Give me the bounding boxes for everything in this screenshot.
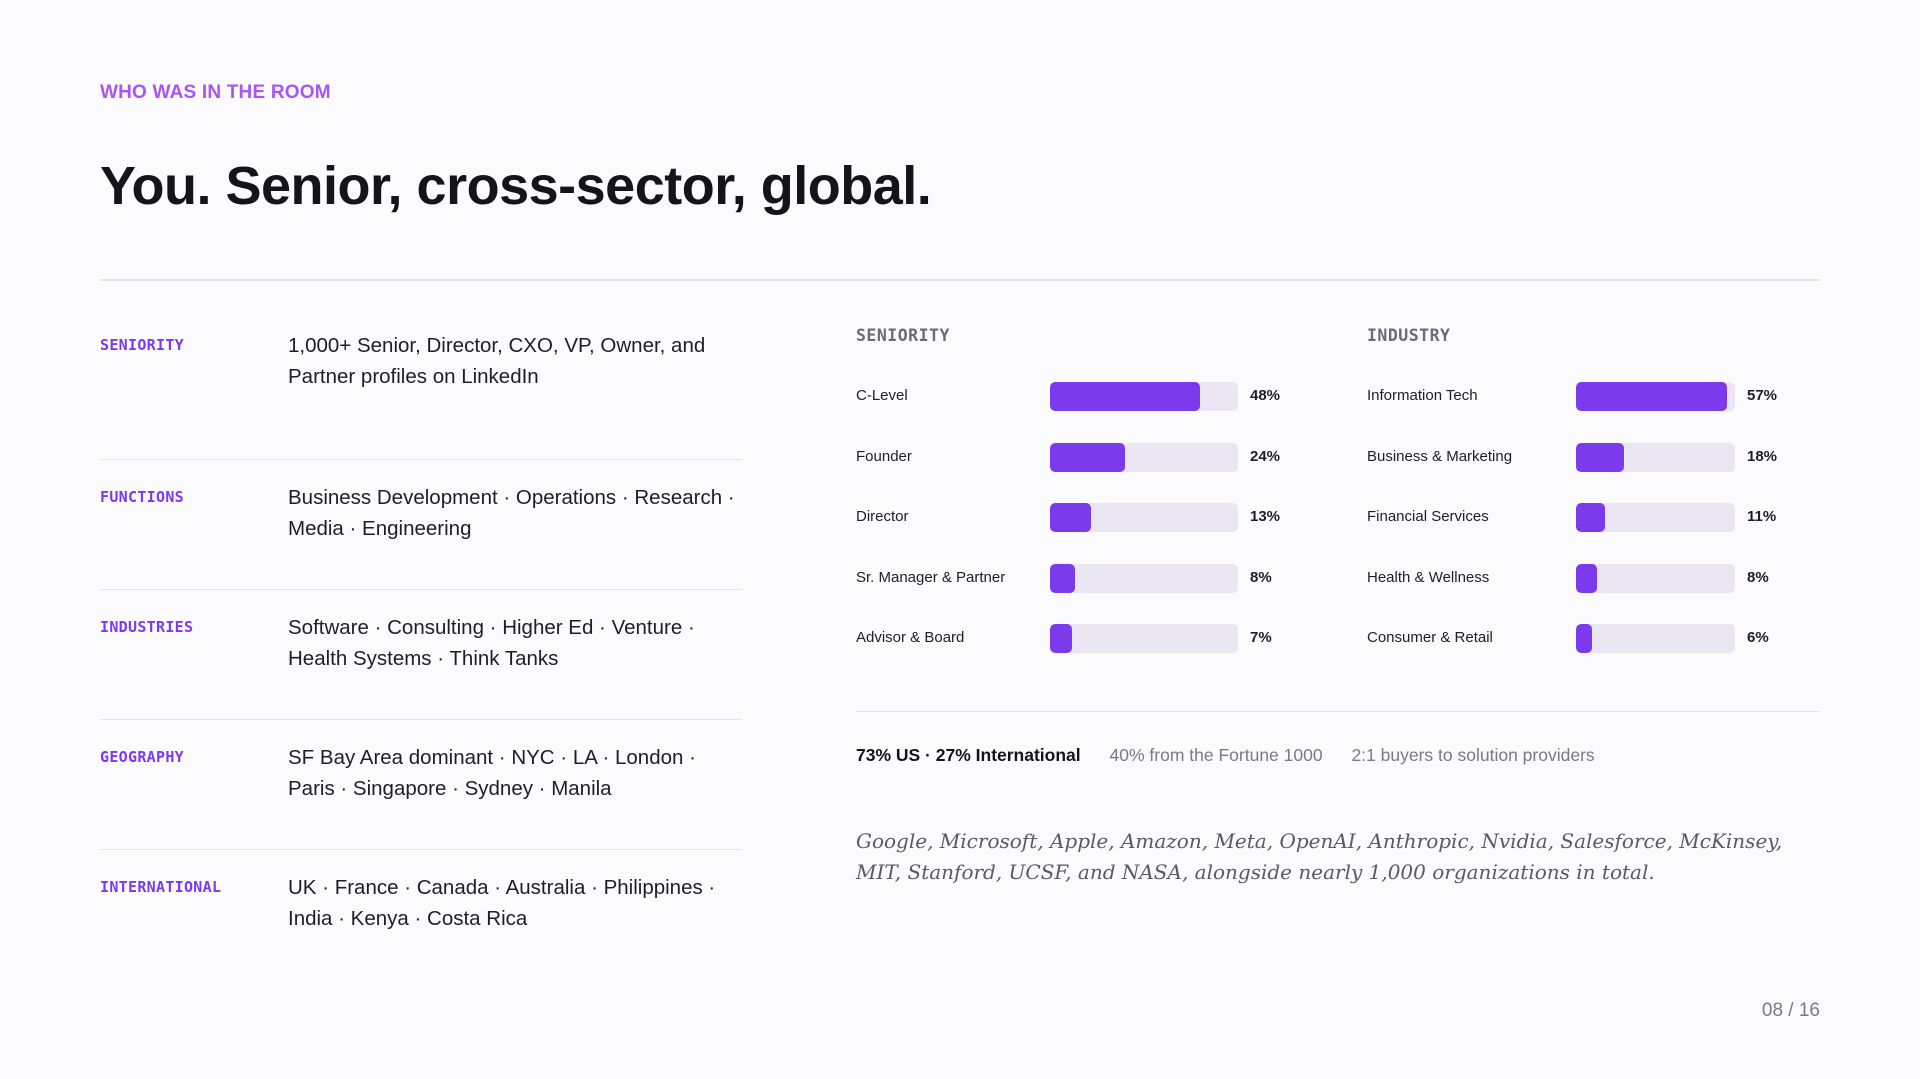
stat-fortune: 40% from the Fortune 1000 (1109, 745, 1323, 765)
bar-row: Health & Wellness 8% (1367, 563, 1807, 594)
bar-track (1576, 503, 1735, 532)
bar-row: C-Level 48% (856, 382, 1296, 412)
profile-row-functions: FUNCTIONS Business Development · Operati… (100, 459, 742, 589)
profile-row-industries: INDUSTRIES Software · Consulting · Highe… (100, 589, 742, 719)
bar-row: Director 13% (856, 503, 1296, 533)
organizations-note: Google, Microsoft, Apple, Amazon, Meta, … (856, 829, 1783, 884)
bar-category-label: Advisor & Board (856, 629, 965, 646)
bar-category-label: Sr. Manager & Partner (856, 568, 1006, 586)
bar-value-label: 18% (1747, 447, 1778, 465)
bar-track (1576, 382, 1735, 411)
profile-value: 1,000+ Senior, Director, CXO, VP, Owner,… (288, 334, 706, 388)
profile-key: INTERNATIONAL (100, 878, 222, 896)
profile-value: Business Development · Operations · Rese… (288, 486, 735, 540)
bar-value-label: 11% (1747, 508, 1777, 525)
bar-value-label: 8% (1747, 568, 1769, 586)
bar-value-label: 6% (1747, 629, 1769, 646)
bar (1050, 382, 1201, 411)
eyebrow-label: WHO WAS IN THE ROOM (100, 82, 331, 103)
stats-line: 73% US · 27% International 40% from the … (856, 745, 1595, 766)
bar-track (1050, 503, 1238, 532)
bar-track (1050, 382, 1238, 411)
bar-value-label: 57% (1747, 387, 1778, 404)
bar-value-label: 8% (1250, 568, 1272, 586)
profile-table: SENIORITY 1,000+ Senior, Director, CXO, … (100, 330, 742, 979)
bar-category-label: Information Tech (1367, 387, 1478, 404)
bar-value-label: 7% (1250, 629, 1272, 646)
profile-row-international: INTERNATIONAL UK · France · Canada · Aus… (100, 849, 742, 979)
bar (1050, 442, 1126, 472)
profile-value: Software · Consulting · Higher Ed · Vent… (288, 616, 695, 670)
bar-category-label: Health & Wellness (1367, 568, 1490, 586)
profile-key: INDUSTRIES (100, 618, 194, 636)
bar (1050, 563, 1076, 593)
bar-row: Consumer & Retail 6% (1367, 624, 1807, 654)
bar-category-label: Financial Services (1367, 508, 1489, 525)
bar-row: Advisor & Board 7% (856, 624, 1296, 654)
seniority-bar-chart: SENIORITY C-Level 48% Founder 24% Director 13… (856, 326, 1296, 686)
bar-category-label: C-Level (856, 387, 908, 404)
bar-category-label: Business & Marketing (1367, 447, 1513, 465)
bar-category-label: Founder (856, 447, 912, 465)
profile-value: SF Bay Area dominant · NYC · LA · London… (288, 746, 696, 800)
bar-row: Sr. Manager & Partner 8% (856, 563, 1296, 594)
top-divider (100, 279, 1820, 281)
industry-bar-chart: INDUSTRY Information Tech 57% Business & M… (1367, 326, 1807, 686)
profile-row-geography: GEOGRAPHY SF Bay Area dominant · NYC · L… (100, 719, 742, 849)
chart-title: SENIORITY (856, 326, 950, 345)
profile-key: SENIORITY (100, 336, 184, 354)
page-number: 08 / 16 (1761, 1000, 1820, 1021)
stat-buyer-ratio: 2:1 buyers to solution providers (1351, 745, 1595, 765)
bar-track (1576, 442, 1735, 472)
bar-category-label: Consumer & Retail (1367, 629, 1493, 646)
bar-value-label: 24% (1250, 447, 1281, 465)
stats-divider (856, 711, 1820, 712)
bar-track (1576, 563, 1735, 593)
bar (1576, 382, 1728, 411)
profile-value: UK · France · Canada · Australia · Phili… (288, 876, 716, 930)
bar-track (1050, 563, 1238, 593)
bar-row: Financial Services 11% (1367, 503, 1807, 533)
bar-row: Business & Marketing 18% (1367, 442, 1807, 473)
bar-value-label: 13% (1250, 508, 1281, 525)
bar (1576, 563, 1598, 593)
bar-category-label: Director (856, 508, 909, 525)
profile-row-seniority: SENIORITY 1,000+ Senior, Director, CXO, … (100, 330, 742, 459)
bar (1050, 624, 1072, 653)
bar-row: Information Tech 57% (1367, 382, 1807, 412)
bar-track (1576, 624, 1735, 653)
bar (1576, 442, 1624, 472)
bar-row: Founder 24% (856, 442, 1296, 473)
bar (1576, 503, 1606, 532)
profile-key: GEOGRAPHY (100, 748, 184, 766)
stat-geo-split: 73% US · 27% International (856, 745, 1081, 765)
page-title: You. Senior, cross-sector, global. (100, 156, 932, 216)
bar-track (1050, 442, 1238, 472)
bar (1050, 503, 1091, 532)
bar (1576, 624, 1592, 653)
bar-value-label: 48% (1250, 387, 1281, 404)
bar-track (1050, 624, 1238, 653)
chart-title: INDUSTRY (1367, 326, 1451, 345)
profile-key: FUNCTIONS (100, 488, 184, 506)
